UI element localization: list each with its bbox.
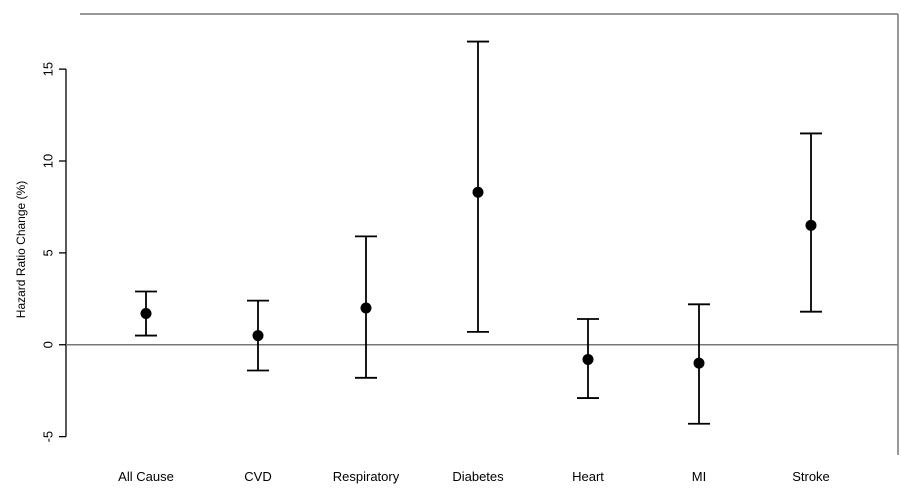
estimate-point <box>472 186 484 198</box>
y-tick-label: 15 <box>40 62 55 76</box>
x-category-label: MI <box>692 469 706 484</box>
estimate-point <box>693 357 705 369</box>
y-axis: -5 0 5 10 15 <box>40 62 67 443</box>
estimate-point <box>360 302 372 314</box>
estimate-points-layer <box>140 186 817 369</box>
x-category-label: Stroke <box>792 469 830 484</box>
plot-frame-layer <box>80 13 899 455</box>
x-category-label: CVD <box>244 469 271 484</box>
x-category-label: All Cause <box>118 469 174 484</box>
y-tick-label: -5 <box>40 431 55 443</box>
error-bars-layer <box>135 40 822 425</box>
y-tick-label: 0 <box>40 341 55 348</box>
y-tick-label: 5 <box>40 249 55 256</box>
x-category-label: Diabetes <box>452 469 504 484</box>
x-category-label: Respiratory <box>333 469 400 484</box>
y-axis-title: Hazard Ratio Change (%) <box>14 181 28 318</box>
x-category-labels: All Cause CVD Respiratory Diabetes Heart MI St… <box>118 469 830 484</box>
estimate-point <box>252 330 264 342</box>
y-tick-label: 10 <box>40 154 55 168</box>
x-category-label: Heart <box>572 469 604 484</box>
estimate-point <box>582 353 594 365</box>
estimate-point <box>140 308 152 320</box>
estimate-point <box>805 219 817 231</box>
